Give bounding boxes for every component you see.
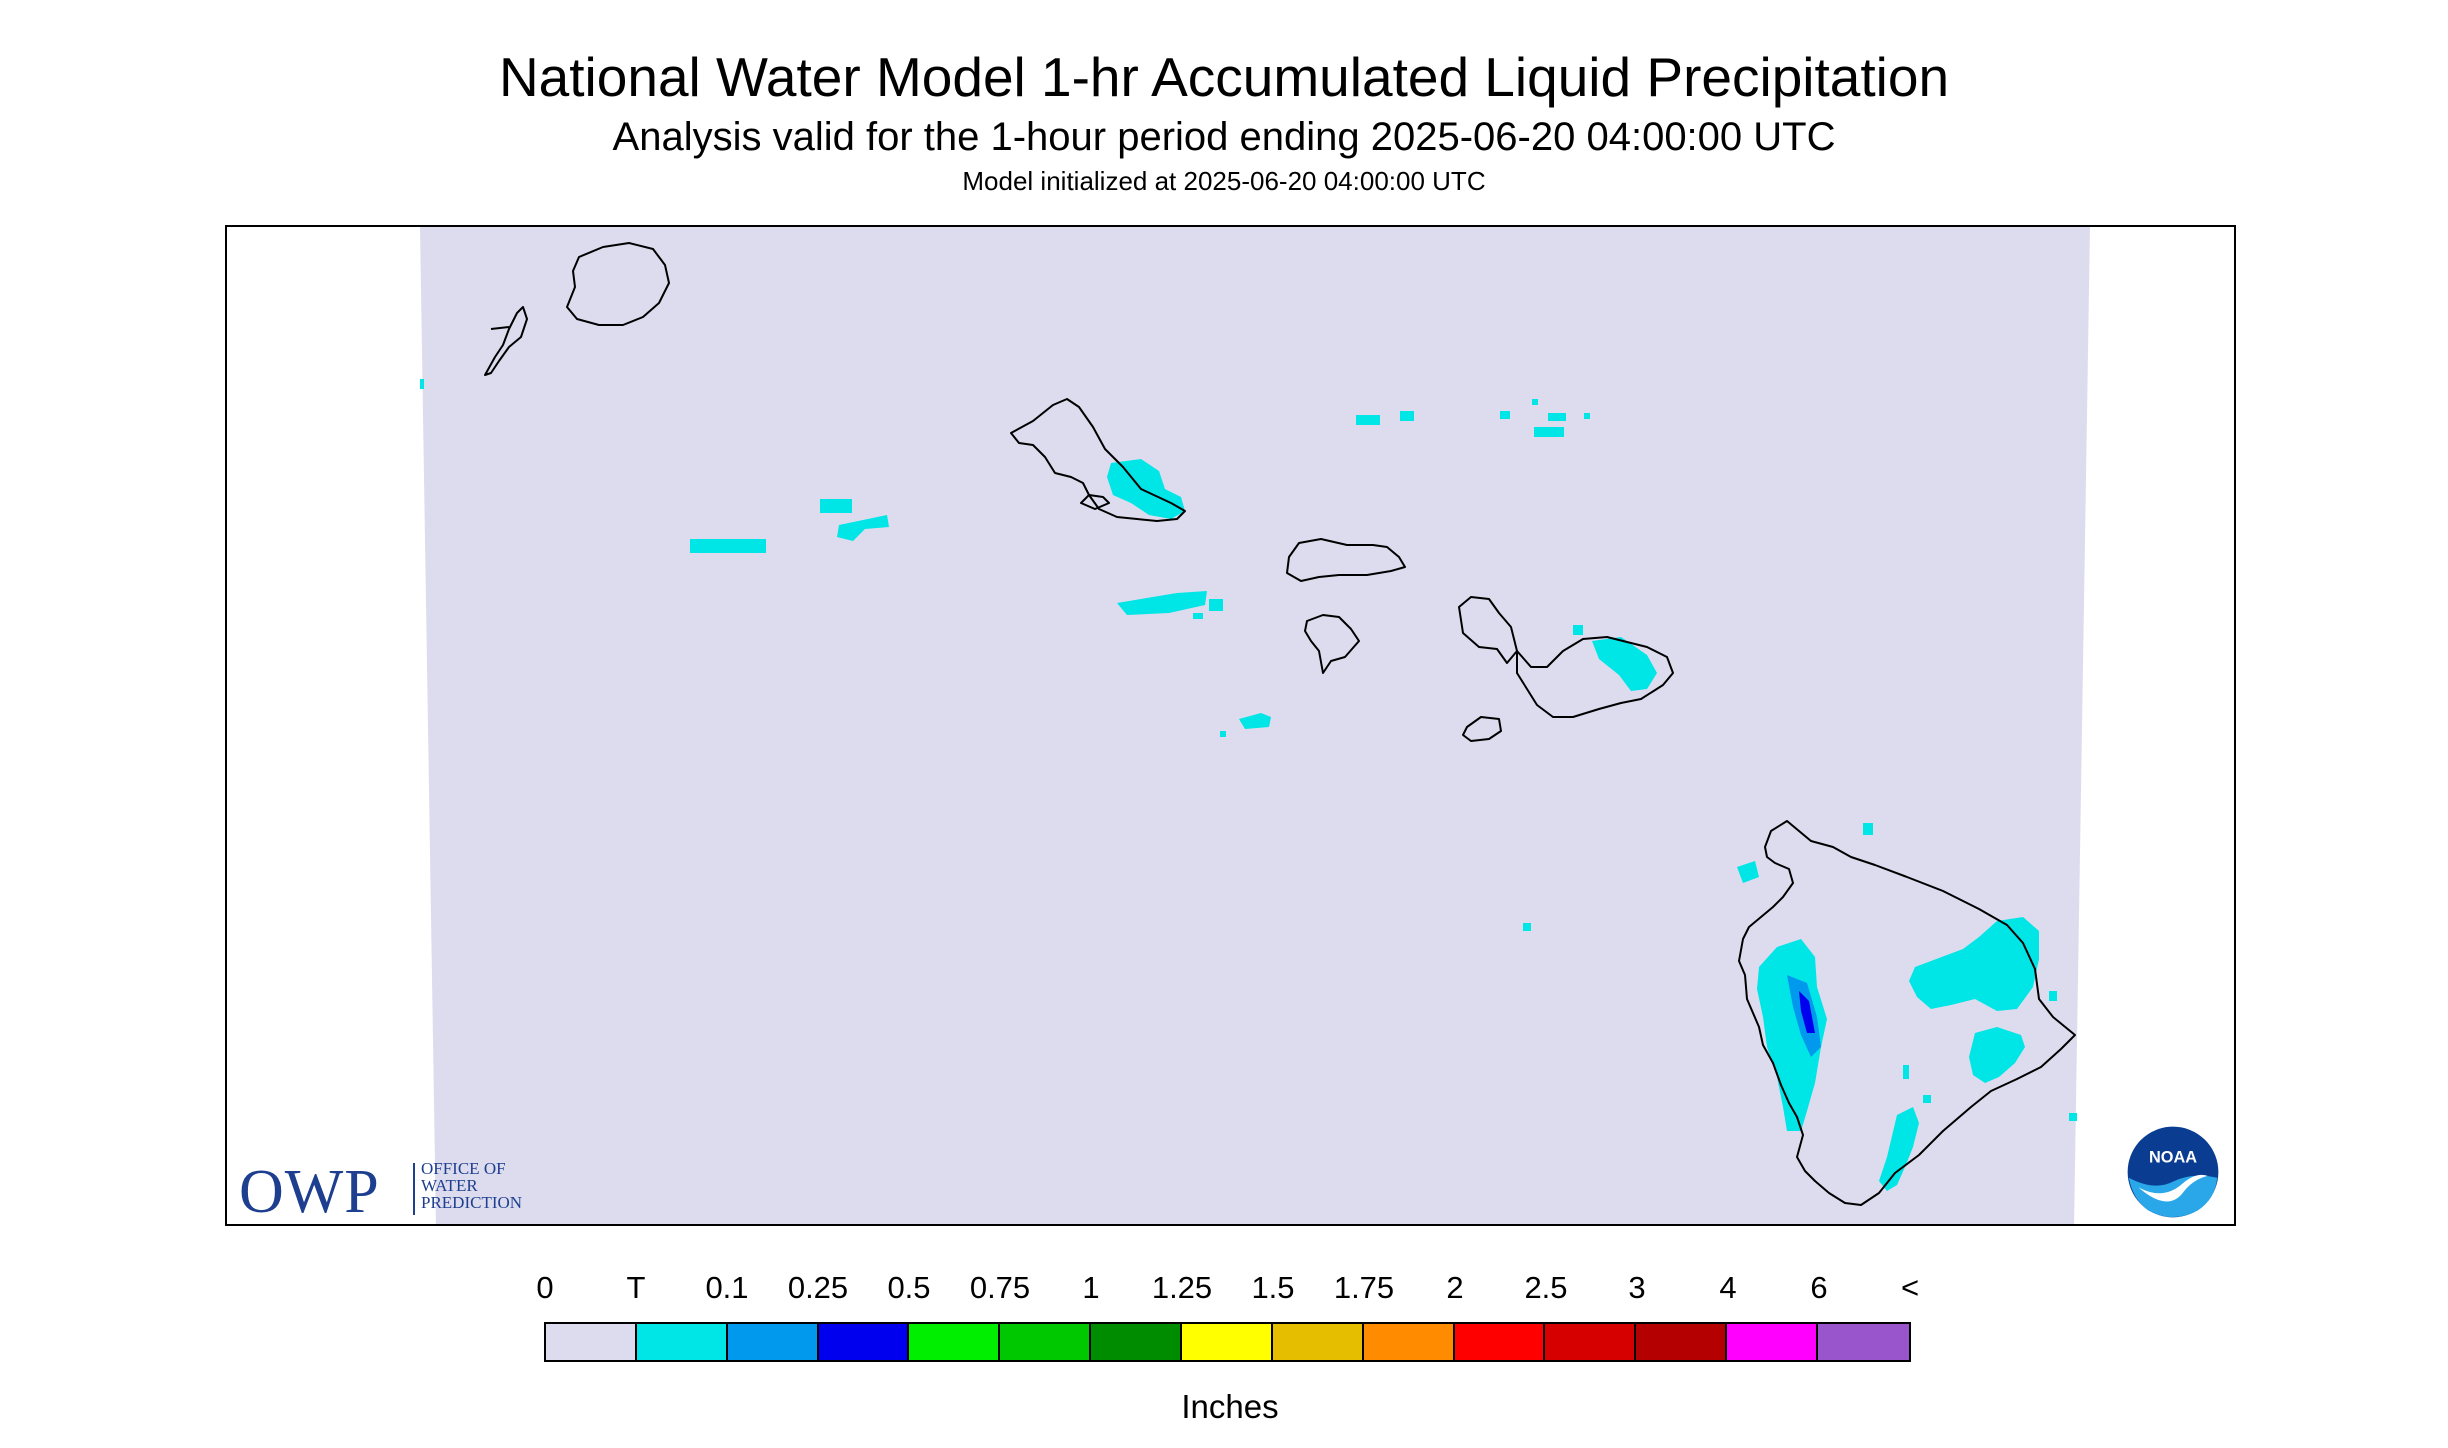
legend-swatch [1818,1324,1909,1360]
legend-colorbar [544,1322,1911,1362]
precip-cell [1209,599,1223,611]
legend-swatch [1363,1324,1455,1360]
precip-cell [1220,731,1226,737]
owp-divider [413,1163,415,1215]
legend-swatch [909,1324,1001,1360]
legend-swatch [1182,1324,1273,1360]
coastline-kahoolawe [1462,716,1502,742]
legend-swatch [636,1324,728,1360]
precip-cell [1969,1027,2025,1083]
coastline-maui [1458,596,1674,718]
legend-tick-label: 0.5 [887,1270,931,1305]
legend-tick-label: 2.5 [1524,1270,1568,1305]
precip-cell [2069,1113,2077,1121]
precip-cell [1532,399,1538,405]
legend-swatch [727,1324,819,1360]
precip-map [420,227,2090,1224]
legend-swatch [1636,1324,1728,1360]
map-title: National Water Model 1-hr Accumulated Li… [498,46,1950,108]
coastlines [484,242,2076,1206]
coastline-niihau [484,306,528,376]
precip-cell [1193,613,1203,619]
precip-moderate-areas [1799,991,1815,1033]
coastline-kauai [566,242,670,326]
legend-tick-label: 0 [536,1270,554,1305]
legend-units: Inches [1181,1388,1279,1425]
owp-line-2: WATER [421,1176,478,1195]
coastline-molokai [1286,538,1406,582]
owp-line-1: OFFICE OF [421,1159,506,1178]
map-subtitle: Analysis valid for the 1-hour period end… [612,115,1836,159]
precip-cell [1592,637,1657,691]
noaa-logo: NOAA [2126,1125,2220,1219]
precip-cell [1923,1095,1931,1103]
owp-fullname: OFFICE OF WATER PREDICTION [421,1160,522,1211]
legend-swatch [818,1324,910,1360]
legend-tick-label: 1 [1082,1270,1100,1305]
pearl-harbor [1080,494,1110,510]
precip-cell [1239,713,1271,729]
precip-cell [1400,411,1414,421]
precip-cell [820,499,852,513]
precip-cell [1356,415,1380,425]
precip-cell [1757,939,1827,1131]
legend-swatch [1727,1324,1819,1360]
precip-cell [420,379,424,389]
coastline-lanai [1304,614,1360,674]
precip-cell [1117,591,1207,615]
precip-cell [2049,991,2057,1001]
precip-cell [1799,991,1815,1033]
legend-tick-label: 1.75 [1333,1270,1395,1305]
legend-swatch [1272,1324,1364,1360]
legend-swatch [546,1324,637,1360]
legend-swatch [1454,1324,1546,1360]
legend-tick-label: T [626,1270,646,1305]
noaa-wordmark: NOAA [2149,1148,2197,1166]
legend-swatch [1000,1324,1092,1360]
model-init-text: Model initialized at 2025-06-20 04:00:00… [962,166,1486,196]
precip-cell [837,515,889,541]
owp-line-3: PREDICTION [421,1193,523,1212]
legend-swatch [1545,1324,1637,1360]
coastline-hawaii [1738,820,2076,1206]
precip-cell [1903,1065,1909,1079]
precip-cell [690,539,766,553]
legend-tick-label: 3 [1628,1270,1646,1305]
legend-tick-label: < [1900,1270,1920,1305]
precip-cell [1107,459,1185,519]
legend-tick-label: 4 [1719,1270,1737,1305]
legend-tick-label: 0.75 [969,1270,1031,1305]
legend-tick-label: 2 [1446,1270,1464,1305]
precip-cell [1573,625,1583,635]
precip-cell [1584,413,1590,419]
coastline-oahu [1010,398,1186,522]
precip-cell [1523,923,1531,931]
precip-cell [1909,917,2039,1011]
legend-tick-label: 6 [1810,1270,1828,1305]
precip-trace-areas [420,379,2077,1191]
precip-cell [1737,861,1759,883]
precip-cell [1534,427,1564,437]
precip-cell [1548,413,1566,421]
legend-tick-label: 0.25 [787,1270,849,1305]
legend-tick-label: 1.5 [1251,1270,1295,1305]
legend-tick-label: 0.1 [705,1270,749,1305]
legend-swatch [1091,1324,1183,1360]
map-panel: OWP OFFICE OF WATER PREDICTION NOAA [225,225,2236,1226]
owp-wordmark: OWP [239,1158,380,1226]
precip-cell [1863,823,1873,835]
legend-tick-label: 1.25 [1151,1270,1213,1305]
precip-cell [1500,411,1510,419]
precip-cell [1879,1107,1919,1191]
